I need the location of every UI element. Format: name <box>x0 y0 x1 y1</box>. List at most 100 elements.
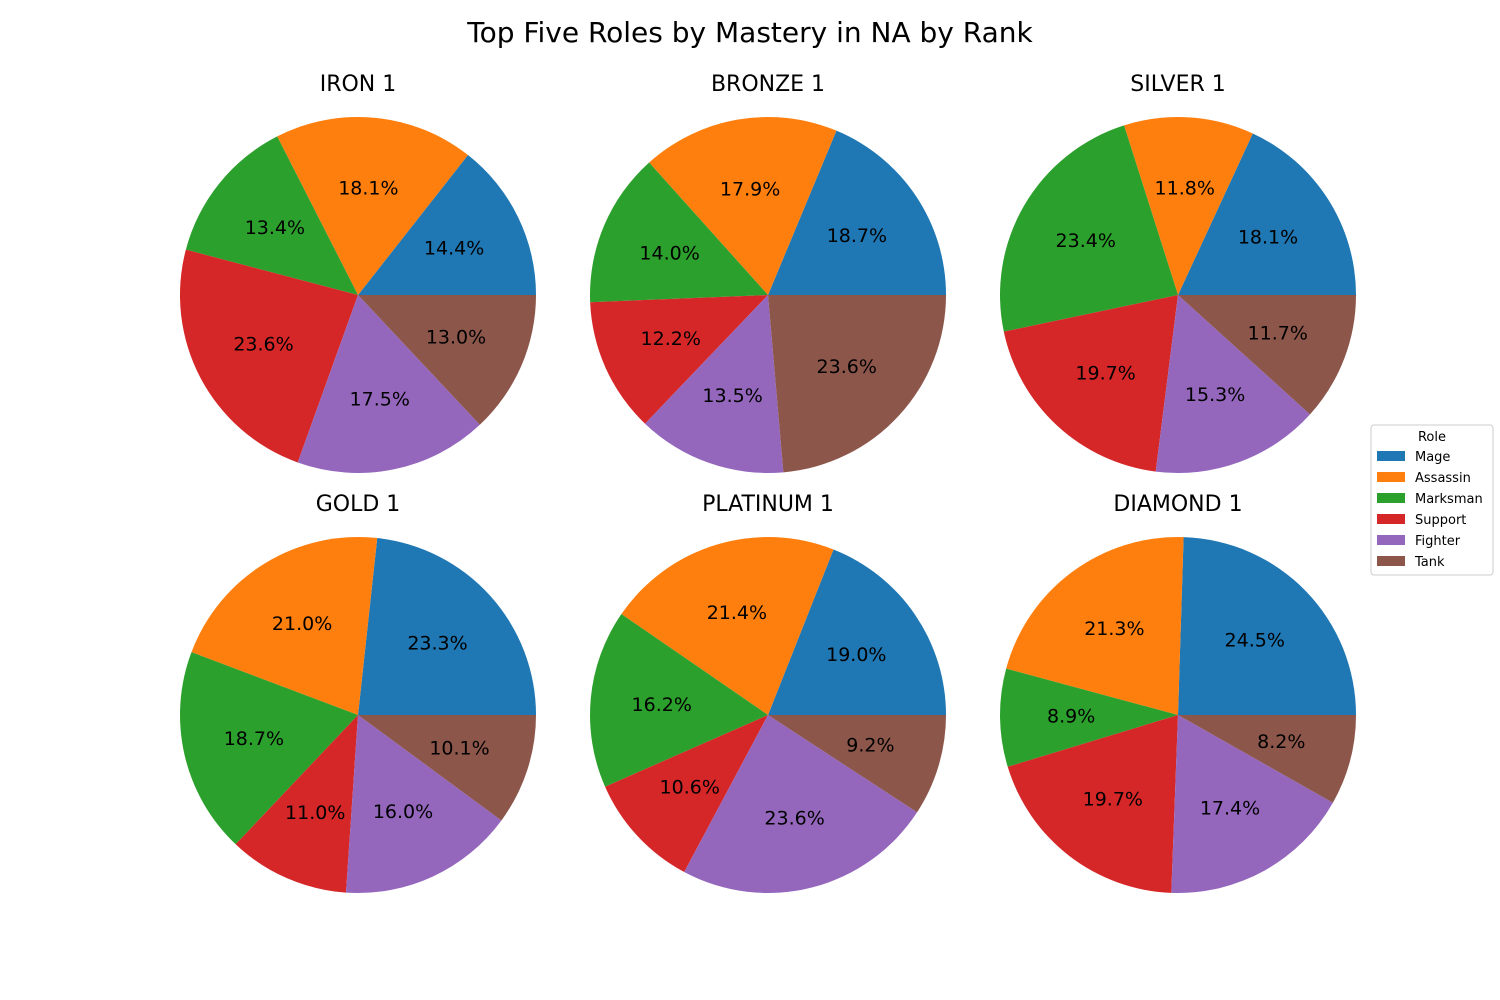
slice-label-fighter: 17.4% <box>1200 797 1260 819</box>
slice-label-fighter: 15.3% <box>1185 384 1245 406</box>
slice-label-support: 11.0% <box>285 802 345 824</box>
pie-iron-1: IRON 1 14.4% 18.1% 13.4% 23.6% 17.5% 13.0% <box>179 72 536 474</box>
slice-support <box>235 715 358 893</box>
slice-label-assassin: 18.1% <box>338 178 398 200</box>
slice-assassin <box>621 536 834 715</box>
legend-title: Role <box>1418 430 1446 445</box>
legend-swatch-assassin <box>1377 472 1405 482</box>
slice-label-mage: 23.3% <box>407 633 467 655</box>
slice-label-support: 10.6% <box>660 777 720 799</box>
slice-support <box>1003 295 1178 472</box>
slice-marksman <box>180 652 358 845</box>
slice-label-support: 19.7% <box>1083 789 1143 811</box>
slice-label-tank: 13.0% <box>426 326 486 348</box>
slice-marksman <box>185 136 358 295</box>
slice-label-assassin: 21.0% <box>272 613 332 635</box>
slice-label-marksman: 18.7% <box>224 728 284 750</box>
pie-platinum-1: PLATINUM 1 19.0% 21.4% 16.2% 10.6% 23.6% 9.2% <box>590 492 947 894</box>
slice-label-fighter: 17.5% <box>350 389 410 411</box>
slice-label-tank: 9.2% <box>846 734 894 756</box>
slice-label-assassin: 11.8% <box>1155 177 1215 199</box>
pie-title: IRON 1 <box>320 72 397 97</box>
legend-entry-marksman: Marksman <box>1415 492 1483 507</box>
slice-label-marksman: 8.9% <box>1047 706 1095 728</box>
slice-fighter <box>346 715 502 893</box>
slice-label-tank: 11.7% <box>1248 322 1308 344</box>
slice-tank <box>768 295 946 473</box>
slice-label-mage: 19.0% <box>826 644 886 666</box>
slice-tank <box>768 715 946 813</box>
pie-title: GOLD 1 <box>316 492 401 517</box>
slice-tank <box>358 295 536 425</box>
slice-label-tank: 10.1% <box>429 737 489 759</box>
slice-fighter <box>297 295 480 474</box>
slice-label-mage: 14.4% <box>424 237 484 259</box>
slice-label-support: 19.7% <box>1075 363 1135 385</box>
slice-marksman <box>999 125 1178 332</box>
slice-label-fighter: 13.5% <box>702 385 762 407</box>
slice-label-tank: 23.6% <box>817 356 877 378</box>
pies-group: IRON 1 14.4% 18.1% 13.4% 23.6% 17.5% 13.0% BRON… <box>179 72 1356 894</box>
slice-label-marksman: 23.4% <box>1056 230 1116 252</box>
legend-swatch-fighter <box>1377 535 1405 545</box>
legend: Role Mage Assassin Marksman Support Fighter T… <box>1370 424 1494 576</box>
legend-swatch-marksman <box>1377 493 1405 503</box>
slice-label-tank: 8.2% <box>1257 731 1305 753</box>
slice-mage <box>768 549 947 715</box>
slice-marksman <box>590 162 768 303</box>
slice-label-assassin: 21.4% <box>707 602 767 624</box>
chart-title: Top Five Roles by Mastery in NA by Rank <box>466 16 1033 49</box>
slice-mage <box>1178 133 1356 295</box>
slice-assassin <box>277 116 468 295</box>
slice-tank <box>1178 715 1356 803</box>
slice-mage <box>768 130 946 295</box>
slice-support <box>1007 715 1178 893</box>
pie-title: BRONZE 1 <box>711 72 825 97</box>
slice-label-fighter: 23.6% <box>764 807 824 829</box>
legend-swatch-mage <box>1377 451 1405 461</box>
slice-support <box>605 715 768 873</box>
legend-entry-tank: Tank <box>1414 555 1445 570</box>
slice-label-marksman: 13.4% <box>245 217 305 239</box>
pie-silver-1: SILVER 1 18.1% 11.8% 23.4% 19.7% 15.3% 11.7% <box>999 72 1356 474</box>
slice-label-assassin: 21.3% <box>1084 618 1144 640</box>
slice-mage <box>358 155 536 295</box>
pie-title: SILVER 1 <box>1130 72 1226 97</box>
slice-support <box>179 249 358 463</box>
slice-fighter <box>1155 295 1311 474</box>
slice-fighter <box>1171 715 1333 893</box>
slice-support <box>590 295 768 424</box>
legend-entry-fighter: Fighter <box>1415 534 1461 549</box>
slice-label-mage: 24.5% <box>1225 630 1285 652</box>
slice-label-marksman: 16.2% <box>632 694 692 716</box>
slice-assassin <box>649 116 837 295</box>
slice-tank <box>358 715 536 821</box>
slice-label-mage: 18.1% <box>1238 227 1298 249</box>
pie-title: PLATINUM 1 <box>702 492 834 517</box>
pie-gold-1: GOLD 1 23.3% 21.0% 18.7% 11.0% 16.0% 10.1% <box>180 492 536 893</box>
slice-mage <box>358 538 536 715</box>
slice-assassin <box>1124 117 1253 296</box>
slice-marksman <box>1000 668 1178 767</box>
slice-fighter <box>684 715 918 894</box>
slice-label-mage: 18.7% <box>827 225 887 247</box>
slice-label-support: 23.6% <box>233 334 293 356</box>
slice-mage <box>1178 537 1356 715</box>
slice-fighter <box>645 295 784 473</box>
legend-entry-support: Support <box>1415 513 1466 528</box>
pie-diamond-1: DIAMOND 1 24.5% 21.3% 8.9% 19.7% 17.4% 8.2% <box>1000 492 1356 893</box>
legend-entry-mage: Mage <box>1415 450 1450 465</box>
legend-entry-assassin: Assassin <box>1415 471 1471 486</box>
slice-assassin <box>1006 537 1184 715</box>
pie-bronze-1: BRONZE 1 18.7% 17.9% 14.0% 12.2% 13.5% 23.6% <box>590 72 946 473</box>
pie-title: DIAMOND 1 <box>1113 492 1242 517</box>
slice-tank <box>1178 295 1356 415</box>
legend-swatch-tank <box>1377 556 1405 566</box>
slice-label-marksman: 14.0% <box>639 243 699 265</box>
legend-swatch-support <box>1377 514 1405 524</box>
slice-assassin <box>191 536 378 715</box>
slice-label-fighter: 16.0% <box>373 801 433 823</box>
slice-label-assassin: 17.9% <box>720 179 780 201</box>
slice-marksman <box>590 614 768 787</box>
